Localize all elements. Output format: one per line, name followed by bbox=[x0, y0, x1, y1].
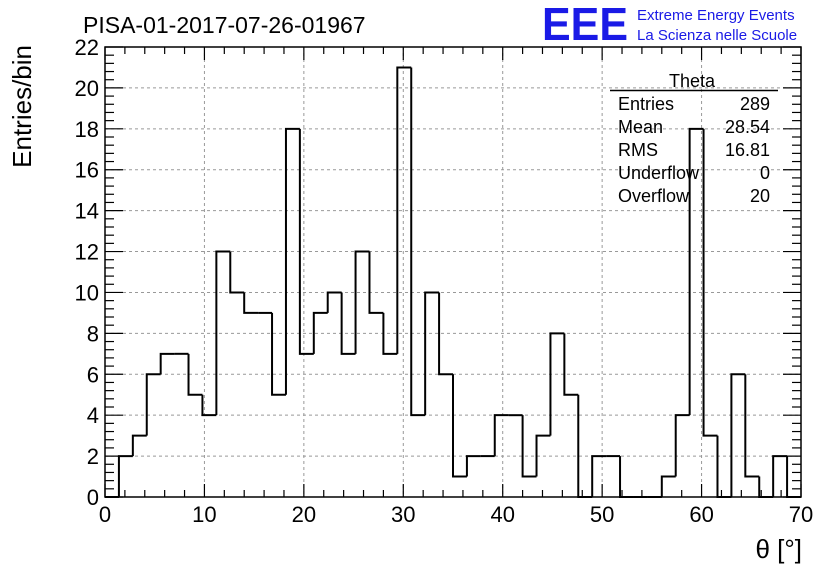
histogram-bin bbox=[438, 292, 453, 376]
histogram-bin bbox=[535, 434, 551, 477]
eee-logo-line1: Extreme Energy Events bbox=[637, 7, 795, 24]
histogram-bin bbox=[702, 128, 718, 437]
histogram-bin bbox=[716, 435, 732, 498]
y-tick-label: 10 bbox=[75, 280, 99, 305]
stats-underflow-label: Underflow bbox=[618, 163, 700, 183]
histogram-bin bbox=[159, 352, 175, 375]
histogram-bin bbox=[340, 292, 356, 355]
stats-overflow-value: 20 bbox=[750, 186, 770, 206]
x-tick-label: 50 bbox=[590, 502, 614, 527]
histogram-bin bbox=[284, 127, 300, 395]
x-tick-label: 40 bbox=[490, 502, 514, 527]
histogram-bin bbox=[493, 414, 509, 457]
histogram-bin bbox=[229, 251, 245, 294]
histogram-bin bbox=[786, 456, 801, 498]
grid-lines bbox=[105, 47, 801, 497]
y-tick-label: 16 bbox=[75, 158, 99, 183]
histogram-bin bbox=[201, 394, 217, 417]
plot-border bbox=[104, 46, 802, 498]
histogram-bin bbox=[688, 127, 704, 416]
histogram-bin bbox=[549, 332, 565, 436]
histogram-bin bbox=[521, 415, 537, 478]
y-tick-label: 4 bbox=[87, 403, 99, 428]
plot-frame bbox=[104, 46, 802, 498]
histogram-bin bbox=[382, 312, 398, 355]
y-tick-label: 8 bbox=[87, 321, 99, 346]
x-tick-label: 20 bbox=[292, 502, 316, 527]
stats-box: Theta Entries 289 Mean 28.54 RMS 16.81 U… bbox=[610, 71, 778, 206]
histogram-bin bbox=[312, 311, 328, 354]
histogram-bars bbox=[105, 66, 801, 498]
x-tick-label: 60 bbox=[689, 502, 713, 527]
histogram-bin bbox=[730, 373, 746, 497]
chart-title: PISA-01-2017-07-26-01967 bbox=[83, 12, 366, 38]
histogram-bin bbox=[243, 292, 259, 314]
y-tick-label: 22 bbox=[75, 35, 99, 60]
x-axis-title: θ [°] bbox=[755, 534, 802, 564]
histogram-bin bbox=[326, 291, 342, 313]
stats-mean-label: Mean bbox=[618, 117, 663, 137]
histogram-bin bbox=[744, 374, 760, 478]
histogram-bin bbox=[131, 434, 147, 457]
histogram-bin bbox=[117, 455, 133, 497]
histogram-bin bbox=[410, 67, 426, 417]
tick-labels: 0 10 20 30 40 50 60 70 0 2 4 6 8 10 12 14 16 18 20 22 bbox=[75, 35, 814, 527]
stats-overflow-label: Overflow bbox=[618, 186, 690, 206]
histogram-bin bbox=[271, 312, 286, 396]
eee-logo-mark: EEE bbox=[542, 0, 628, 50]
y-tick-label: 20 bbox=[75, 76, 99, 101]
y-tick-label: 14 bbox=[75, 199, 99, 224]
histogram-bin bbox=[187, 353, 203, 396]
y-tick-label: 18 bbox=[75, 117, 99, 142]
histogram-bin bbox=[368, 251, 384, 314]
x-tick-label: 30 bbox=[391, 502, 415, 527]
stats-underflow-value: 0 bbox=[760, 163, 770, 183]
histogram-bin bbox=[577, 394, 593, 498]
histogram-bin bbox=[396, 66, 412, 354]
stats-rms-label: RMS bbox=[618, 140, 658, 160]
stats-title: Theta bbox=[669, 71, 716, 91]
axis-ticks bbox=[104, 46, 802, 498]
histogram-bin bbox=[452, 374, 467, 478]
histogram-bin bbox=[354, 250, 370, 354]
histogram-bin bbox=[145, 373, 161, 436]
eee-logo: EEE Extreme Energy Events La Scienza nel… bbox=[542, 0, 797, 50]
histogram-bin bbox=[563, 333, 579, 396]
histogram-bin bbox=[772, 455, 788, 497]
y-tick-label: 12 bbox=[75, 240, 99, 265]
x-tick-label: 0 bbox=[99, 502, 111, 527]
eee-logo-line2: La Scienza nelle Scuole bbox=[637, 27, 797, 44]
y-tick-label: 2 bbox=[87, 444, 99, 469]
y-tick-label: 6 bbox=[87, 362, 99, 387]
histogram-bin bbox=[465, 455, 481, 477]
histogram-bin bbox=[215, 250, 231, 416]
y-tick-label: 0 bbox=[87, 485, 99, 510]
y-axis-title: Entries/bin bbox=[7, 45, 37, 168]
histogram-bin bbox=[591, 455, 607, 497]
x-tick-label: 70 bbox=[789, 502, 813, 527]
stats-mean-value: 28.54 bbox=[725, 117, 770, 137]
histogram-bin bbox=[674, 414, 690, 477]
x-tick-label: 10 bbox=[192, 502, 216, 527]
histogram-bin bbox=[298, 128, 314, 355]
stats-rms-value: 16.81 bbox=[725, 140, 770, 160]
histogram-bin bbox=[660, 475, 676, 497]
stats-entries-value: 289 bbox=[740, 94, 770, 114]
histogram-bin bbox=[424, 291, 440, 416]
stats-entries-label: Entries bbox=[618, 94, 674, 114]
